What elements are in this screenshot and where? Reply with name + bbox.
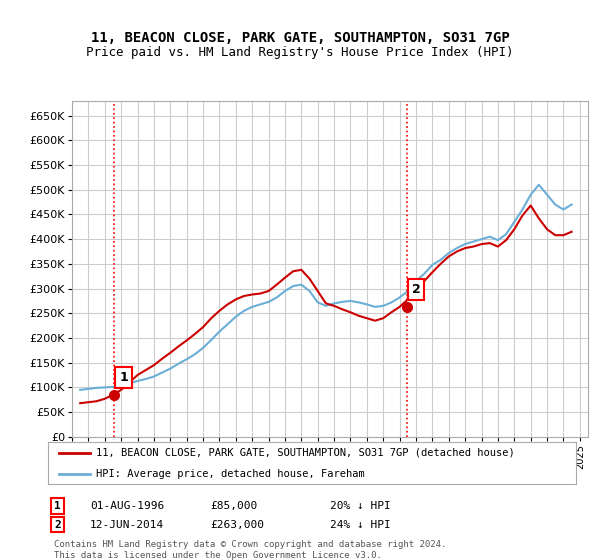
Text: 01-AUG-1996: 01-AUG-1996 [90, 501, 164, 511]
Text: 12-JUN-2014: 12-JUN-2014 [90, 520, 164, 530]
Text: Price paid vs. HM Land Registry's House Price Index (HPI): Price paid vs. HM Land Registry's House … [86, 46, 514, 59]
Text: £263,000: £263,000 [210, 520, 264, 530]
Text: 11, BEACON CLOSE, PARK GATE, SOUTHAMPTON, SO31 7GP: 11, BEACON CLOSE, PARK GATE, SOUTHAMPTON… [91, 31, 509, 45]
Text: Contains HM Land Registry data © Crown copyright and database right 2024.
This d: Contains HM Land Registry data © Crown c… [54, 540, 446, 560]
Text: 1: 1 [54, 501, 61, 511]
Text: 2: 2 [412, 283, 421, 296]
Text: £85,000: £85,000 [210, 501, 257, 511]
Text: 11, BEACON CLOSE, PARK GATE, SOUTHAMPTON, SO31 7GP (detached house): 11, BEACON CLOSE, PARK GATE, SOUTHAMPTON… [95, 448, 514, 458]
Text: 24% ↓ HPI: 24% ↓ HPI [330, 520, 391, 530]
Text: 2: 2 [54, 520, 61, 530]
Text: 1: 1 [119, 371, 128, 384]
Text: HPI: Average price, detached house, Fareham: HPI: Average price, detached house, Fare… [95, 469, 364, 479]
Text: 20% ↓ HPI: 20% ↓ HPI [330, 501, 391, 511]
